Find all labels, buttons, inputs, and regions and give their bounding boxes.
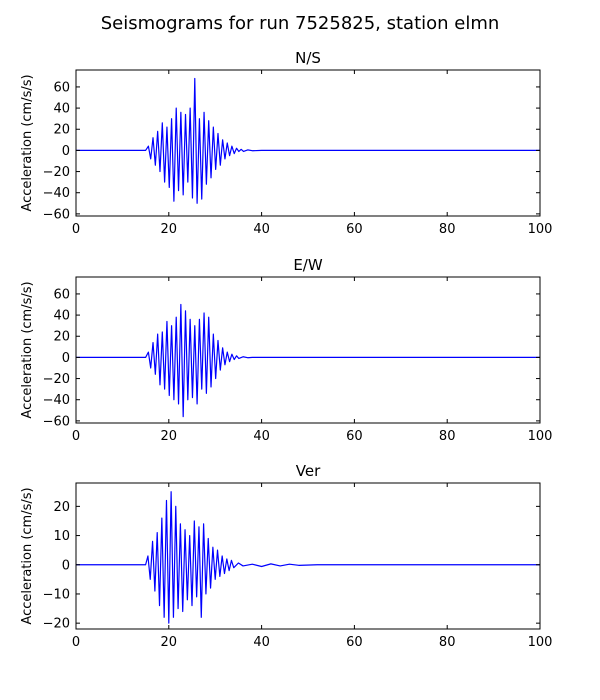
x-tick-label: 60 <box>346 635 363 650</box>
y-tick-label: 20 <box>53 123 70 138</box>
y-axis-label: Acceleration (cm/s/s) <box>20 74 35 211</box>
x-tick-label: 40 <box>253 635 270 650</box>
y-tick-label: 20 <box>53 500 70 515</box>
x-tick-label: 20 <box>161 429 178 444</box>
y-tick-label: −60 <box>43 414 70 429</box>
y-tick-label: 60 <box>53 80 70 95</box>
x-tick-label: 80 <box>439 222 456 237</box>
panel-title: Ver <box>296 462 321 480</box>
y-tick-label: −40 <box>43 393 70 408</box>
seismogram-trace <box>76 303 540 418</box>
seismogram-panel-n-s: N/S Acceleration (cm/s/s) 0 20 40 60 80 100 −60 −… <box>20 49 552 237</box>
x-tick-label: 20 <box>161 635 178 650</box>
y-tick-label: 0 <box>62 558 70 573</box>
x-tick-label: 60 <box>346 222 363 237</box>
y-tick-label: −60 <box>43 207 70 222</box>
y-tick-label: 40 <box>53 102 70 117</box>
y-tick-label: 0 <box>62 351 70 366</box>
y-axis-label: Acceleration (cm/s/s) <box>20 487 35 624</box>
x-tick-label: 80 <box>439 635 456 650</box>
seismogram-trace <box>76 77 540 204</box>
panel-title: E/W <box>293 256 323 274</box>
figure-title: Seismograms for run 7525825, station elm… <box>101 13 500 34</box>
y-tick-label: −40 <box>43 186 70 201</box>
y-tick-label: 0 <box>62 144 70 159</box>
x-tick-label: 60 <box>346 429 363 444</box>
y-tick-label: 10 <box>53 529 70 544</box>
x-tick-label: 20 <box>161 222 178 237</box>
x-tick-label: 80 <box>439 429 456 444</box>
panel-title: N/S <box>295 49 321 67</box>
axes-frame <box>75 69 541 217</box>
x-tick-label: 40 <box>253 222 270 237</box>
x-tick-label: 0 <box>72 429 80 444</box>
y-tick-label: 40 <box>53 309 70 324</box>
y-tick-label: −20 <box>43 165 70 180</box>
x-tick-label: 40 <box>253 429 270 444</box>
x-tick-label: 100 <box>528 429 553 444</box>
y-tick-label: −20 <box>43 617 70 632</box>
x-tick-label: 100 <box>528 222 553 237</box>
x-tick-label: 100 <box>528 635 553 650</box>
y-tick-label: −20 <box>43 372 70 387</box>
y-tick-label: 20 <box>53 330 70 345</box>
axes-frame <box>75 482 541 630</box>
x-tick-label: 0 <box>72 222 80 237</box>
seismogram-panel-e-w: E/W Acceleration (cm/s/s) 0 20 40 60 80 100 −60 −… <box>20 256 552 444</box>
axes-frame <box>75 276 541 424</box>
y-axis-label: Acceleration (cm/s/s) <box>20 281 35 418</box>
y-tick-label: 60 <box>53 287 70 302</box>
seismogram-trace <box>76 491 540 624</box>
y-tick-label: −10 <box>43 587 70 602</box>
x-tick-label: 0 <box>72 635 80 650</box>
